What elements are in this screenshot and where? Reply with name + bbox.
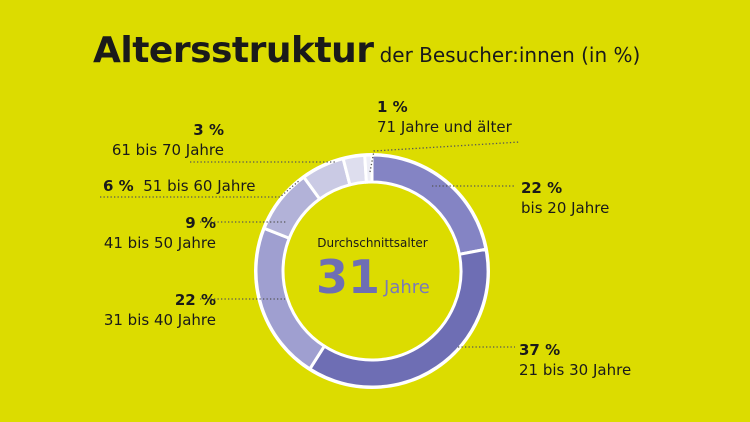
value-label: 6 %	[103, 177, 134, 195]
leader-line-4	[100, 179, 301, 198]
title-sub: der Besucher:innen (in %)	[379, 43, 641, 67]
category-label: 31 bis 40 Jahre	[103, 311, 216, 329]
category-label: 61 bis 70 Jahre	[111, 141, 224, 159]
value-label: 9 %	[185, 214, 216, 232]
label-5: 3 % 61 bis 70 Jahre	[112, 120, 224, 160]
label-0: 22 % bis 20 Jahre	[521, 178, 609, 218]
label-1: 37 % 21 bis 30 Jahre	[519, 340, 631, 380]
category-label: 71 Jahre und älter	[377, 118, 512, 136]
center-caption: Durchschnittsalter	[317, 236, 428, 250]
title-main: Altersstruktur	[93, 30, 374, 71]
leader-line-6	[369, 141, 521, 173]
value-label: 22 %	[521, 179, 563, 197]
label-3: 9 % 41 bis 50 Jahre	[104, 213, 216, 253]
donut-outline	[254, 153, 490, 389]
category-label: 51 bis 60 Jahre	[143, 177, 256, 195]
chart-title: Altersstruktur der Besucher:innen (in %)	[93, 30, 640, 71]
value-label: 1 %	[377, 98, 408, 116]
center-unit: Jahre	[384, 277, 430, 298]
category-label: 21 bis 30 Jahre	[519, 361, 632, 379]
center-number: 31	[316, 250, 381, 304]
label-4: 6 % 51 bis 60 Jahre	[103, 176, 255, 196]
value-label: 37 %	[519, 341, 561, 359]
category-label: 41 bis 50 Jahre	[103, 234, 216, 252]
category-label: bis 20 Jahre	[521, 199, 610, 217]
label-6: 1 % 71 Jahre und älter	[377, 97, 512, 137]
donut-slice-6	[363, 153, 374, 184]
value-label: 22 %	[174, 291, 216, 309]
center-value: 31 Jahre	[316, 250, 430, 304]
value-label: 3 %	[193, 121, 224, 139]
label-2: 22 % 31 bis 40 Jahre	[104, 290, 216, 330]
